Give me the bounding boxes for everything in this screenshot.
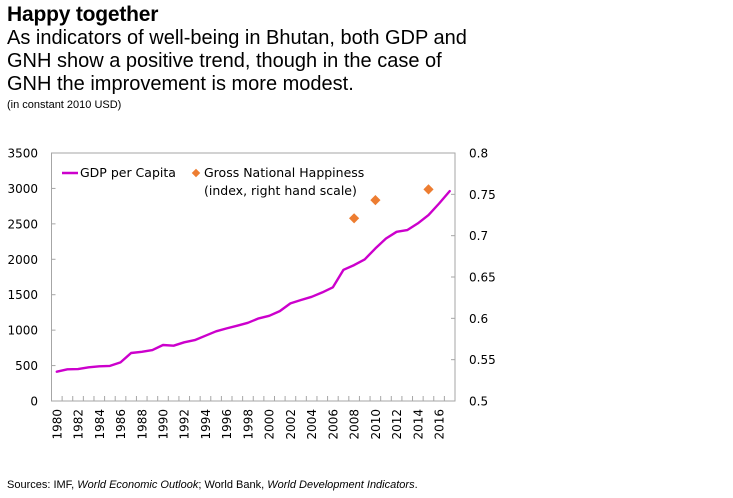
source-mid: ; World Bank,	[198, 479, 268, 491]
source-note: Sources: IMF, World Economic Outlook; Wo…	[7, 479, 418, 491]
left-axis-tick-label: 2500	[7, 217, 38, 231]
gdp-per-capita-line	[55, 189, 451, 373]
x-axis-tick-label: 2010	[369, 409, 383, 440]
left-axis-tick-label: 0	[30, 395, 38, 409]
x-axis-tick-label: 1998	[241, 409, 255, 440]
x-axis-tick-label: 1984	[93, 409, 107, 440]
legend-gnh-label: Gross National Happiness	[204, 165, 364, 180]
x-axis-tick-label: 2012	[390, 409, 404, 440]
gnh-marker	[349, 213, 360, 224]
legend-gdp-label: GDP per Capita	[80, 165, 176, 180]
x-axis-tick-label: 1992	[178, 409, 192, 440]
right-axis-tick-label: 0.8	[469, 147, 488, 161]
right-axis-tick-label: 0.5	[469, 395, 488, 409]
left-axis-tick-label: 2000	[7, 253, 38, 267]
gnh-marker	[370, 195, 381, 206]
left-axis-tick-label: 3000	[7, 182, 38, 196]
chart-title: Happy together	[7, 3, 159, 26]
x-axis-tick-label: 2016	[433, 409, 447, 440]
source-suffix: .	[414, 479, 418, 491]
x-axis-tick-label: 1980	[50, 409, 64, 440]
right-axis-tick-label: 0.75	[469, 188, 496, 202]
x-axis-tick-label: 2000	[263, 409, 277, 440]
x-axis-tick-label: 2006	[326, 409, 340, 440]
x-axis-tick-label: 1988	[135, 409, 149, 440]
legend-gnh-marker-icon	[191, 168, 201, 178]
right-axis-tick-label: 0.6	[469, 312, 488, 326]
x-axis-tick-label: 1982	[72, 409, 86, 440]
axes: 0 500 1000 1500 2000 2500 3000 3500 0.5 0.55 0.6 0.…	[7, 147, 495, 440]
right-axis-tick-label: 0.65	[469, 271, 496, 285]
right-axis-tick-label: 0.55	[469, 353, 496, 367]
gnh-marker	[423, 184, 434, 195]
left-axis-tick-label: 1500	[7, 288, 38, 302]
x-axis-tick-label: 2002	[284, 409, 298, 440]
x-axis-tick-label: 2008	[348, 409, 362, 440]
source-wdi: World Development Indicators	[267, 479, 415, 491]
units-note: (in constant 2010 USD)	[7, 99, 122, 111]
source-prefix: Sources: IMF,	[7, 479, 78, 491]
x-axis-tick-label: 2014	[411, 409, 425, 440]
source-weo: World Economic Outlook	[77, 479, 199, 491]
x-axis-tick-label: 1990	[156, 409, 170, 440]
left-axis-tick-label: 1000	[7, 324, 38, 338]
x-axis-tick-label: 1996	[220, 409, 234, 440]
legend: GDP per Capita Gross National Happiness …	[62, 165, 364, 198]
right-axis-tick-label: 0.7	[469, 229, 488, 243]
x-axis-tick-label: 1994	[199, 409, 213, 440]
left-axis-tick-label: 3500	[7, 147, 38, 161]
x-axis-tick-label: 2004	[305, 409, 319, 440]
series	[55, 184, 451, 373]
legend-gnh-sublabel: (index, right hand scale)	[204, 183, 357, 198]
chart-subtitle: As indicators of well-being in Bhutan, b…	[7, 27, 467, 95]
x-axis-tick-label: 1986	[114, 409, 128, 440]
left-axis-tick-label: 500	[15, 359, 38, 373]
